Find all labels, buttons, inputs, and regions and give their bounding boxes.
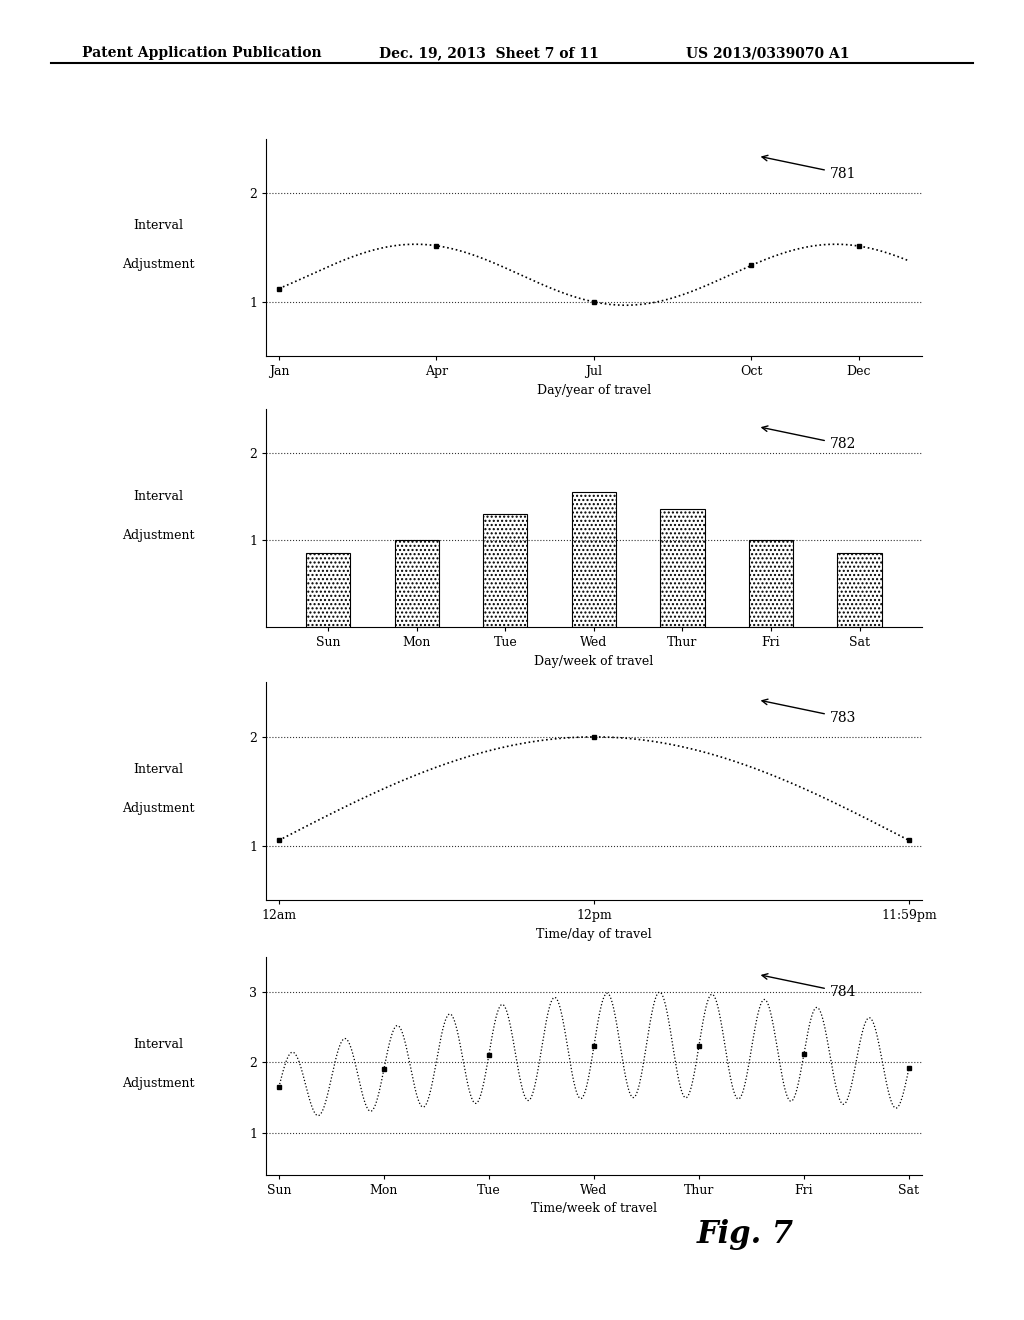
Text: US 2013/0339070 A1: US 2013/0339070 A1: [686, 46, 850, 61]
Bar: [483, 513, 527, 627]
Bar: [660, 510, 705, 627]
Text: Interval: Interval: [133, 219, 183, 232]
Text: 783: 783: [762, 700, 856, 725]
Bar: [306, 553, 350, 627]
Text: Fig. 7: Fig. 7: [696, 1218, 794, 1250]
Text: 782: 782: [762, 426, 856, 451]
X-axis label: Day/year of travel: Day/year of travel: [537, 384, 651, 397]
Text: Interval: Interval: [133, 490, 183, 503]
Text: Adjustment: Adjustment: [122, 529, 195, 543]
Bar: [394, 540, 439, 627]
Text: Dec. 19, 2013  Sheet 7 of 11: Dec. 19, 2013 Sheet 7 of 11: [379, 46, 599, 61]
Text: Interval: Interval: [133, 763, 183, 776]
X-axis label: Time/day of travel: Time/day of travel: [537, 928, 651, 941]
X-axis label: Day/week of travel: Day/week of travel: [535, 655, 653, 668]
Text: Patent Application Publication: Patent Application Publication: [82, 46, 322, 61]
Bar: [571, 492, 616, 627]
Text: Adjustment: Adjustment: [122, 259, 195, 272]
Bar: [838, 553, 882, 627]
Text: Adjustment: Adjustment: [122, 1077, 195, 1090]
Text: Interval: Interval: [133, 1038, 183, 1051]
X-axis label: Time/week of travel: Time/week of travel: [530, 1203, 657, 1216]
Bar: [749, 540, 794, 627]
Text: Adjustment: Adjustment: [122, 803, 195, 816]
Text: 781: 781: [762, 156, 856, 181]
Text: 784: 784: [762, 974, 856, 999]
